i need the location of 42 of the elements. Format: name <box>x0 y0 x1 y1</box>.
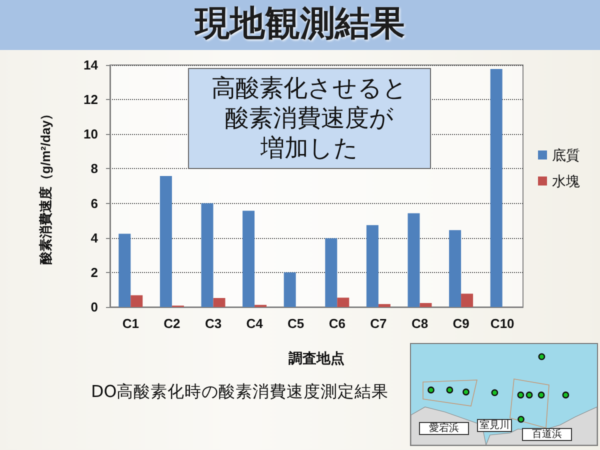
bar <box>408 213 420 307</box>
bar <box>366 225 378 307</box>
x-tick-label: C1 <box>122 316 139 331</box>
bar <box>160 176 172 307</box>
chart-title: 現地観測結果 <box>195 3 405 45</box>
bar <box>337 298 350 307</box>
x-tick-label: C9 <box>452 316 470 331</box>
text: DO高酸素化時の酸素消費速度測定結果 <box>91 381 389 403</box>
y-tick-label: 4 <box>90 230 99 246</box>
bar <box>130 295 143 307</box>
bar <box>118 234 131 307</box>
x-tick-label: C2 <box>164 316 180 331</box>
y-tick-label: 0 <box>90 300 98 314</box>
x-tick-label: C8 <box>411 316 428 331</box>
x-tick-label: C7 <box>370 316 387 331</box>
coastline-map: 愛宕浜 室見川 百道浜 <box>410 343 598 446</box>
x-tick-label: C3 <box>204 316 222 331</box>
y-tick-label: 10 <box>84 126 98 142</box>
y-tick-label: 6 <box>90 196 98 211</box>
bar <box>284 272 296 307</box>
x-tick-label: C5 <box>288 316 304 331</box>
y-axis-title: 酸素消費速度（g/m²/day） <box>38 107 53 265</box>
bar <box>490 68 502 307</box>
annotation: 高酸素化させると酸素消費速度が増加した <box>188 68 431 169</box>
bar <box>378 304 390 307</box>
bar <box>213 298 226 307</box>
bar <box>201 203 214 307</box>
bar <box>242 210 255 307</box>
y-tick-label: 8 <box>90 161 98 176</box>
y-tick-label: 12 <box>84 92 98 108</box>
bar <box>325 238 338 307</box>
bar <box>449 230 462 307</box>
x-axis-title: 調査地点 <box>288 350 344 366</box>
bar <box>420 303 432 307</box>
y-tick-label: 2 <box>90 264 98 280</box>
y-tick-label: 14 <box>84 58 99 72</box>
x-tick-label: C4 <box>246 316 264 331</box>
bar <box>461 294 474 307</box>
legend-label: 水塊 <box>552 173 580 189</box>
x-tick-label: C6 <box>328 316 346 331</box>
legend-label: 底質 <box>552 147 580 163</box>
x-tick-label: C10 <box>490 316 514 331</box>
